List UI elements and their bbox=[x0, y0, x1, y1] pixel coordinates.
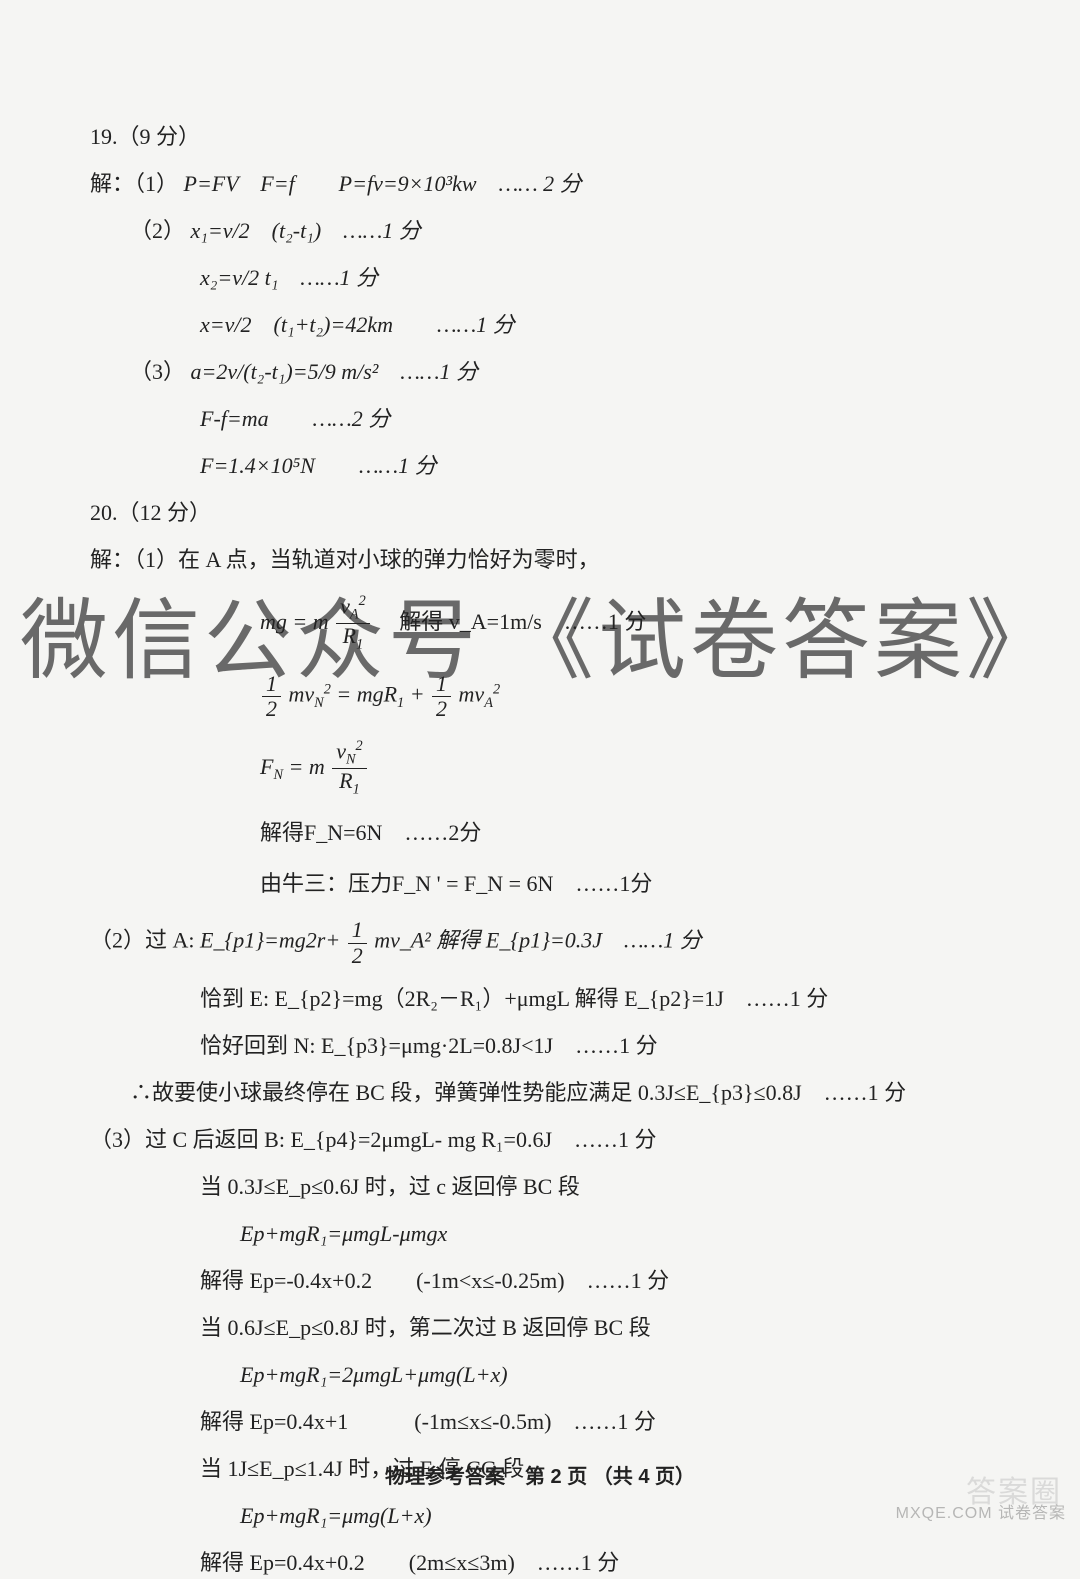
eq2-ln: 1 bbox=[262, 672, 281, 697]
q19-p3-l2: F-f=ma ……2 分 bbox=[90, 402, 990, 435]
q19-p3-label: （3） bbox=[130, 359, 185, 384]
q20-p2-a: E_{p1}=mg2r+ bbox=[200, 928, 340, 953]
eq1-num: v bbox=[340, 593, 350, 618]
content-body: 19.（9 分） 解：（1） P=FV F=f P=fv=9×10³kw …… … bbox=[90, 120, 990, 1579]
eq2-l-sup: 2 bbox=[324, 681, 331, 697]
eq2-r-sup: 2 bbox=[493, 681, 500, 697]
q20-p2-l4: ∴故要使小球最终停在 BC 段，弹簧弹性势能应满足 0.3J≤E_{p3}≤0.… bbox=[90, 1076, 990, 1109]
q20-p3-l6: Ep+mgR₁=2μmgL+μmg(L+x) bbox=[90, 1358, 990, 1391]
eq1-tail: 解得 v_A=1m/s ……1 分 bbox=[377, 609, 646, 634]
q19-p2-l2: x₂=v/2 t₁ ……1 分 bbox=[90, 261, 990, 294]
eq2-r: mv bbox=[459, 681, 485, 706]
eq2-l-sub: N bbox=[314, 695, 324, 711]
q20-p2-frac: 1 2 bbox=[348, 918, 367, 967]
q19-p2-l1: （2） x₁=v/2 (t₂-t₁) ……1 分 bbox=[90, 214, 990, 247]
eq2-mid: = mgR bbox=[336, 681, 397, 706]
q20-p2-b: mv_A² 解得 E_{p1}=0.3J ……1 分 bbox=[374, 928, 701, 953]
q20-p3-l10: 解得 Ep=0.4x+0.2 (2m≤x≤3m) ……1 分 bbox=[90, 1546, 990, 1579]
q19-p2-l3: x=v/2 (t₁+t₂)=42km ……1 分 bbox=[90, 308, 990, 341]
q20-p2-l3: 恰好回到 N: E_{p3}=μmg·2L=0.8J<1J ……1 分 bbox=[90, 1029, 990, 1062]
q20-p3-l2: 当 0.3J≤E_p≤0.6J 时，过 c 返回停 BC 段 bbox=[90, 1170, 990, 1203]
eq1-lhs: mg = m bbox=[260, 609, 329, 634]
q19-p3-l1: （3） a=2v/(t₂-t₁)=5/9 m/s² ……1 分 bbox=[90, 355, 990, 388]
eq1-den-sub: 1 bbox=[356, 637, 363, 653]
eq2-mid-sub: 1 bbox=[397, 695, 404, 711]
q19-p1-eq: P=FV F=f P=fv=9×10³kw …… 2 分 bbox=[184, 171, 582, 196]
q19-p2-eq1: x₁=v/2 (t₂-t₁) ……1 分 bbox=[191, 218, 421, 243]
eq3-eq: = m bbox=[289, 754, 325, 779]
q20-p2-lead: （2）过 A: bbox=[90, 928, 200, 953]
eq1-num-sup: 2 bbox=[359, 593, 366, 609]
q20-p3-l9: Ep+mgR₁=μmg(L+x) bbox=[90, 1499, 990, 1532]
eq2-r-sub: A bbox=[484, 695, 493, 711]
eq1-num-sub: A bbox=[350, 607, 359, 623]
eq2-left-frac: 1 2 bbox=[262, 672, 281, 721]
q19-p1-lead: 解：（1） bbox=[90, 171, 178, 196]
q20-header: 20.（12 分） bbox=[90, 496, 990, 529]
q20-p1-lead: 解：（1）在 A 点，当轨道对小球的弹力恰好为零时， bbox=[90, 543, 990, 576]
eq3-lhs-sub: N bbox=[273, 767, 283, 783]
eq2-right-frac: 1 2 bbox=[432, 672, 451, 721]
eq1-frac: vA2 R1 bbox=[336, 594, 370, 654]
q20-p3-l3: Ep+mgR₁=μmgL-μmgx bbox=[90, 1217, 990, 1250]
q19-p3-eq1: a=2v/(t₂-t₁)=5/9 m/s² ……1 分 bbox=[191, 359, 478, 384]
q19-header: 19.（9 分） bbox=[90, 120, 990, 153]
eq3-num-sub: N bbox=[346, 752, 356, 768]
q20-p3-l8: 当 1J≤E_p≤1.4J 时，过 E 停 CG 段 bbox=[90, 1452, 990, 1485]
eq3-num-sup: 2 bbox=[356, 738, 363, 754]
eq2-rd: 2 bbox=[432, 697, 451, 721]
eq3-den: R bbox=[339, 768, 352, 793]
eq3-den-sub: 1 bbox=[353, 782, 360, 798]
q20-eq3-nl: 由牛三：压力F_N ' = F_N = 6N ……1分 bbox=[90, 867, 990, 900]
q20-p2-l1: （2）过 A: E_{p1}=mg2r+ 1 2 mv_A² 解得 E_{p1}… bbox=[90, 918, 990, 967]
eq2-ld: 2 bbox=[262, 697, 281, 721]
q19-p3-l3: F=1.4×10⁵N ……1 分 bbox=[90, 449, 990, 482]
p2-fn: 1 bbox=[348, 918, 367, 943]
q20-p3-l4: 解得 Ep=-0.4x+0.2 (-1m<x≤-0.25m) ……1 分 bbox=[90, 1264, 990, 1297]
q20-p3-l7: 解得 Ep=0.4x+1 (-1m≤x≤-0.5m) ……1 分 bbox=[90, 1405, 990, 1438]
eq2-l: mv bbox=[289, 681, 315, 706]
q20-eq2: 1 2 mvN2 = mgR1 + 1 2 mvA2 bbox=[90, 672, 990, 721]
q19-p1: 解：（1） P=FV F=f P=fv=9×10³kw …… 2 分 bbox=[90, 167, 990, 200]
eq3-num: v bbox=[336, 738, 346, 763]
q20-eq1: mg = m vA2 R1 解得 v_A=1m/s ……1 分 bbox=[90, 594, 990, 654]
q20-eq3-res: 解得F_N=6N ……2分 bbox=[90, 816, 990, 849]
eq3-lhs: F bbox=[260, 754, 273, 779]
q20-p2-l2: 恰到 E: E_{p2}=mg（2R₂－R₁）+μmgL 解得 E_{p2}=1… bbox=[90, 982, 990, 1015]
q19-p2-label: （2） bbox=[130, 218, 185, 243]
p2-fd: 2 bbox=[348, 944, 367, 968]
q20-p3-l5: 当 0.6J≤E_p≤0.8J 时，第二次过 B 返回停 BC 段 bbox=[90, 1311, 990, 1344]
eq2-rn: 1 bbox=[432, 672, 451, 697]
q20-eq3: FN = m vN2 R1 bbox=[90, 739, 990, 799]
q20-p3-l1: （3）过 C 后返回 B: E_{p4}=2μmgL- mg R₁=0.6J …… bbox=[90, 1123, 990, 1156]
eq1-den: R bbox=[343, 623, 356, 648]
eq3-frac: vN2 R1 bbox=[332, 739, 366, 799]
eq2-plus: + bbox=[410, 681, 430, 706]
